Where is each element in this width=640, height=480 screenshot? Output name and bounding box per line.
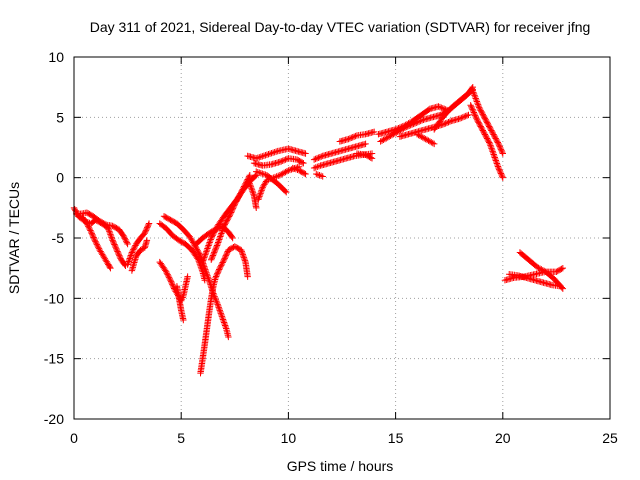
data-series-arc-23 xyxy=(336,128,378,145)
x-tick-label: 10 xyxy=(281,430,297,446)
data-point-markers xyxy=(430,83,476,133)
data-series-arc-17 xyxy=(250,155,307,169)
x-axis-title: GPS time / hours xyxy=(287,458,394,474)
data-point-markers xyxy=(79,214,114,272)
data-series-arc-24 xyxy=(353,150,376,162)
data-point-markers xyxy=(310,140,369,163)
axis-ticks: 0 5 10 15 20 25 -20 -15 -10 -5 0 5 10 xyxy=(44,49,618,446)
data-point-markers xyxy=(469,87,506,157)
data-point-markers xyxy=(124,220,153,268)
data-points xyxy=(70,83,567,377)
data-series-arc-20 xyxy=(310,140,369,163)
data-series-arc-03 xyxy=(79,214,114,272)
data-series-arc-29 xyxy=(430,83,476,133)
y-tick-label: -15 xyxy=(44,351,64,367)
data-point-markers xyxy=(244,145,309,162)
data-point-markers xyxy=(208,172,254,263)
data-point-markers xyxy=(467,102,506,181)
data-point-markers xyxy=(246,180,260,212)
data-point-markers xyxy=(197,243,251,377)
data-point-markers xyxy=(336,128,378,145)
data-series-arc-14 xyxy=(246,180,260,212)
y-tick-label: 0 xyxy=(56,170,64,186)
x-tick-label: 25 xyxy=(602,430,618,446)
y-tick-label: -10 xyxy=(44,290,64,306)
x-tick-label: 15 xyxy=(388,430,404,446)
data-point-markers xyxy=(413,131,438,148)
x-tick-label: 0 xyxy=(70,430,78,446)
data-point-markers xyxy=(250,155,307,169)
grid xyxy=(74,57,610,419)
y-tick-label: -5 xyxy=(52,230,65,246)
data-point-markers xyxy=(506,271,564,290)
data-point-markers xyxy=(173,283,187,324)
data-point-markers xyxy=(156,258,191,304)
data-series-arc-08 xyxy=(156,258,191,304)
data-point-markers xyxy=(313,170,326,180)
data-series-arc-22 xyxy=(313,170,326,180)
data-point-markers xyxy=(516,249,567,292)
data-series-arc-16 xyxy=(244,145,309,162)
data-point-markers xyxy=(353,150,376,162)
data-point-markers xyxy=(375,103,451,138)
data-series-arc-34 xyxy=(506,271,564,290)
data-point-markers xyxy=(156,220,208,284)
data-series-arc-02 xyxy=(72,209,131,248)
data-point-markers xyxy=(253,168,290,196)
data-series-arc-18 xyxy=(253,168,290,196)
data-series-arc-06 xyxy=(156,220,208,284)
data-series-arc-13 xyxy=(208,172,254,263)
chart-title: Day 311 of 2021, Sidereal Day-to-day VTE… xyxy=(90,19,591,35)
data-series-arc-33 xyxy=(516,249,567,292)
data-series-arc-05 xyxy=(128,237,151,274)
y-tick-label: -20 xyxy=(44,411,64,427)
data-point-markers xyxy=(128,237,151,274)
x-tick-label: 5 xyxy=(177,430,185,446)
data-series-arc-26 xyxy=(375,103,451,138)
data-series-arc-04 xyxy=(124,220,153,268)
data-series-arc-10 xyxy=(197,243,251,377)
data-series-arc-09 xyxy=(173,283,187,324)
data-point-markers xyxy=(289,164,309,178)
data-series-arc-28 xyxy=(413,131,438,148)
data-series-arc-30 xyxy=(469,87,506,157)
data-series-arc-31 xyxy=(467,102,506,181)
x-tick-label: 20 xyxy=(495,430,511,446)
data-series-arc-19 xyxy=(289,164,309,178)
data-point-markers xyxy=(72,209,131,248)
y-axis-title: SDTVAR / TECUs xyxy=(6,182,22,294)
y-tick-label: 10 xyxy=(48,49,64,65)
y-tick-label: 5 xyxy=(56,109,64,125)
